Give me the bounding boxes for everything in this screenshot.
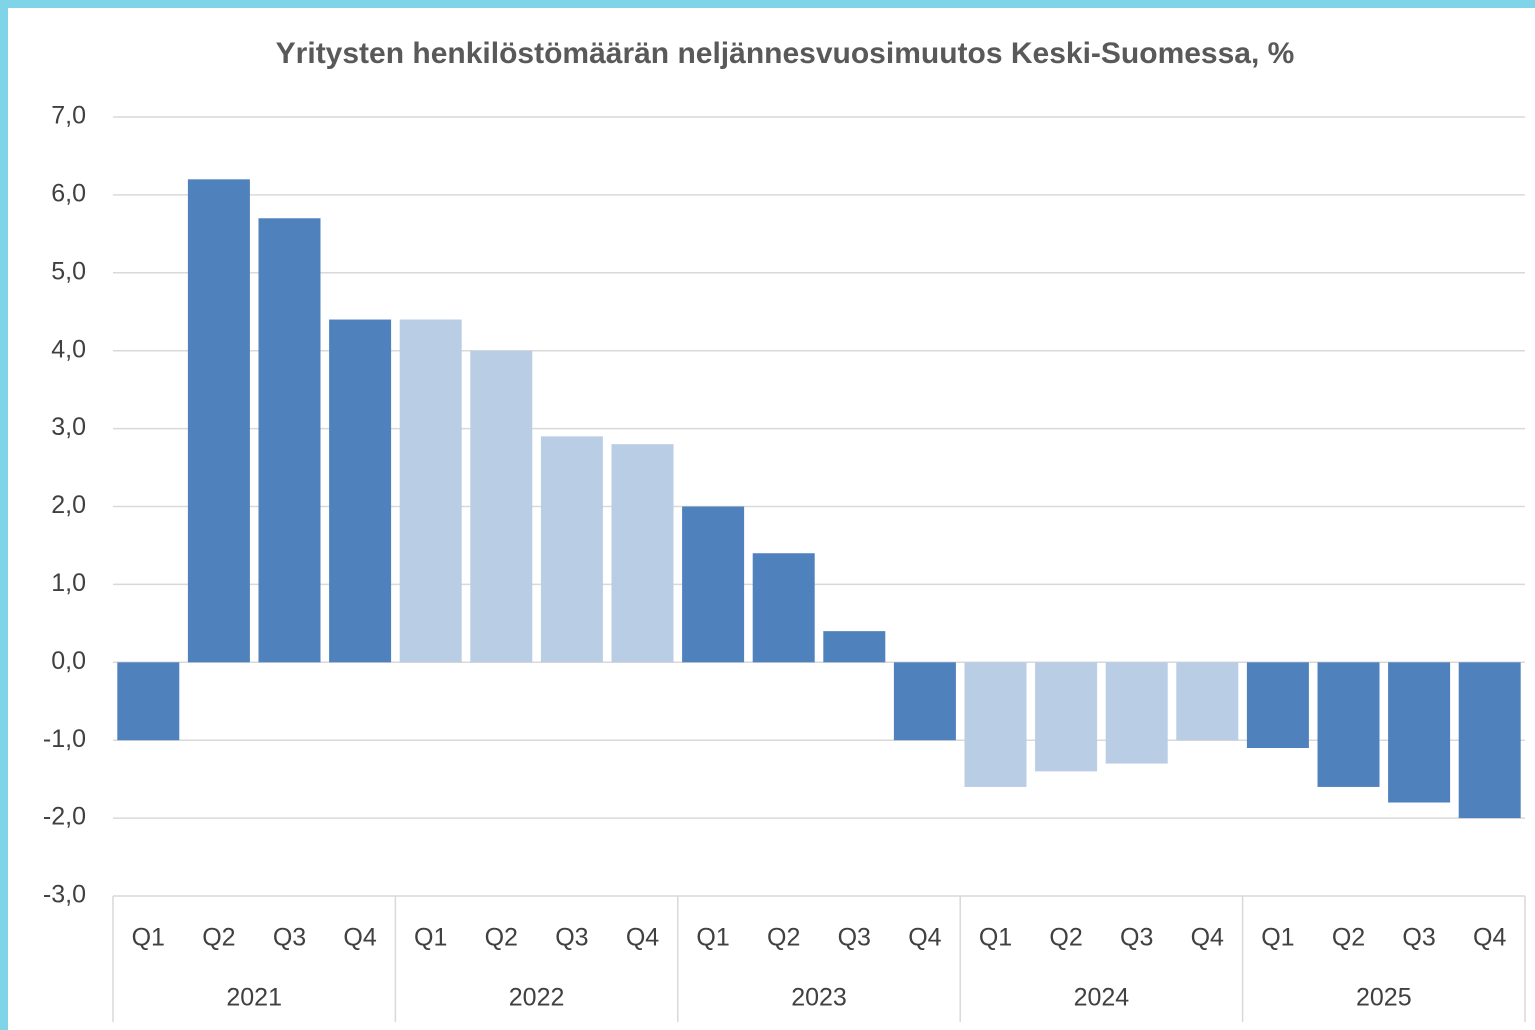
bar <box>1176 662 1239 741</box>
group-label: 2023 <box>791 984 847 1012</box>
y-tick-label: 0,0 <box>51 647 86 675</box>
bar <box>117 662 180 741</box>
bar <box>964 662 1027 787</box>
group-label: 2024 <box>1074 984 1130 1012</box>
bar <box>329 319 392 663</box>
x-tick-label: Q4 <box>908 924 941 952</box>
bar <box>258 218 321 663</box>
bar <box>893 662 956 741</box>
y-tick-label: -1,0 <box>43 725 86 753</box>
x-tick-label: Q4 <box>1191 924 1224 952</box>
x-tick-label: Q4 <box>1473 924 1506 952</box>
x-tick-label: Q3 <box>838 924 871 952</box>
bar <box>682 506 745 663</box>
x-tick-label: Q4 <box>343 924 376 952</box>
x-tick-label: Q4 <box>626 924 659 952</box>
y-tick-label: 4,0 <box>51 335 86 363</box>
x-tick-label: Q2 <box>1049 924 1082 952</box>
bar <box>1246 662 1309 748</box>
x-tick-label: Q1 <box>132 924 165 952</box>
y-tick-label: 5,0 <box>51 257 86 285</box>
bar <box>611 444 674 663</box>
x-tick-label: Q1 <box>414 924 447 952</box>
bar <box>1458 662 1521 819</box>
y-tick-label: 1,0 <box>51 569 86 597</box>
bar <box>187 179 250 663</box>
x-tick-label: Q2 <box>485 924 518 952</box>
bar <box>470 350 533 663</box>
chart-title: Yritysten henkilöstömäärän neljännesvuos… <box>276 37 1295 70</box>
y-tick-label: 7,0 <box>51 102 86 130</box>
x-tick-label: Q1 <box>979 924 1012 952</box>
x-tick-label: Q2 <box>202 924 235 952</box>
group-label: 2022 <box>509 984 565 1012</box>
bar <box>1035 662 1098 772</box>
bar <box>1388 662 1451 803</box>
x-tick-label: Q1 <box>1261 924 1294 952</box>
x-tick-label: Q3 <box>1120 924 1153 952</box>
bar <box>752 553 815 663</box>
y-tick-label: 2,0 <box>51 491 86 519</box>
y-tick-label: -3,0 <box>43 881 86 909</box>
x-tick-label: Q2 <box>767 924 800 952</box>
x-tick-label: Q2 <box>1332 924 1365 952</box>
group-label: 2021 <box>226 984 282 1012</box>
group-label: 2025 <box>1356 984 1412 1012</box>
bar <box>399 319 462 663</box>
bar <box>540 436 603 663</box>
bar <box>1105 662 1168 764</box>
x-tick-label: Q3 <box>1402 924 1435 952</box>
bar <box>1317 662 1380 787</box>
y-tick-label: 6,0 <box>51 180 86 208</box>
x-tick-label: Q3 <box>273 924 306 952</box>
x-tick-label: Q3 <box>555 924 588 952</box>
y-tick-label: -2,0 <box>43 803 86 831</box>
bar <box>823 631 886 663</box>
x-tick-label: Q1 <box>696 924 729 952</box>
y-tick-label: 3,0 <box>51 413 86 441</box>
